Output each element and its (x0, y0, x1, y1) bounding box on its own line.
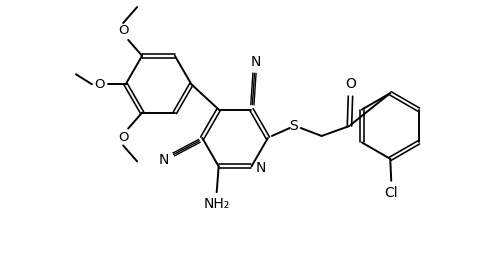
Text: S: S (290, 119, 298, 133)
Text: N: N (158, 153, 169, 167)
Text: NH₂: NH₂ (204, 197, 230, 211)
Text: N: N (250, 56, 260, 69)
Text: Cl: Cl (384, 186, 398, 200)
Text: O: O (94, 78, 105, 91)
Text: O: O (118, 25, 128, 37)
Text: O: O (345, 77, 356, 91)
Text: O: O (118, 131, 128, 144)
Text: N: N (256, 161, 266, 175)
